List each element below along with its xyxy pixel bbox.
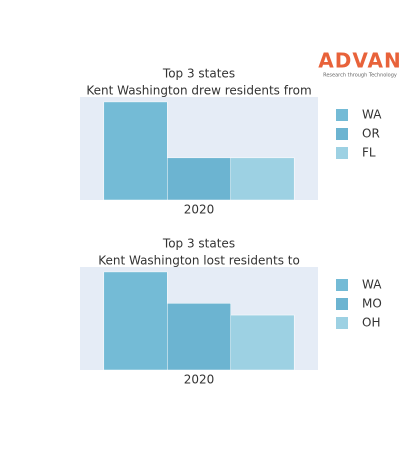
- logo-tagline: Research through Technology: [323, 73, 397, 79]
- legend-swatch: [336, 317, 348, 329]
- bar: [167, 303, 231, 371]
- legend-label: WA: [362, 278, 382, 292]
- x-tick-label: 2020: [184, 203, 215, 217]
- chart-title: Top 3 states: [162, 237, 235, 251]
- legend-swatch: [336, 128, 348, 140]
- legend-label: MO: [362, 297, 382, 311]
- chart-subtitle: Kent Washington drew residents from: [86, 84, 311, 98]
- legend-swatch: [336, 109, 348, 121]
- legend-label: OH: [362, 316, 380, 330]
- bar: [103, 271, 168, 371]
- chart-subtitle: Kent Washington lost residents to: [98, 254, 300, 268]
- legend-label: OR: [362, 127, 380, 141]
- bar: [103, 101, 168, 201]
- legend-swatch: [336, 147, 348, 159]
- bar: [230, 314, 295, 371]
- bar: [167, 157, 231, 201]
- chart-title: Top 3 states: [162, 67, 235, 81]
- legend-label: FL: [362, 146, 376, 160]
- legend-label: WA: [362, 108, 382, 122]
- bar: [230, 157, 295, 201]
- x-tick-label: 2020: [184, 373, 215, 387]
- logo: ADVAN: [318, 49, 400, 73]
- legend-swatch: [336, 298, 348, 310]
- legend-swatch: [336, 279, 348, 291]
